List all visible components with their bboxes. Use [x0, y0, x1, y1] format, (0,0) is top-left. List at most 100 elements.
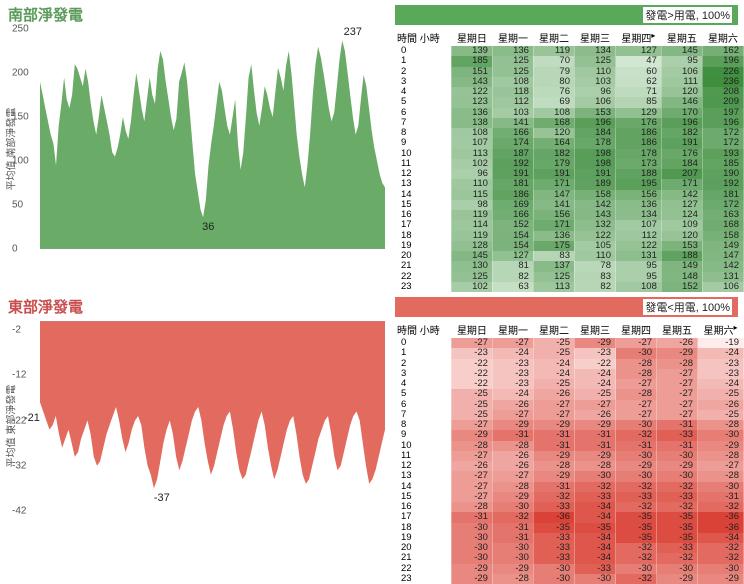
column-header[interactable]: 星期二 — [533, 321, 574, 338]
y-tick: -42 — [12, 506, 26, 517]
y-tick: -32 — [12, 460, 26, 471]
column-header[interactable]: 星期一 — [492, 321, 533, 338]
value-cell: -30 — [616, 348, 657, 358]
value-cell: -33 — [657, 430, 698, 440]
hour-cell: 17 — [395, 220, 451, 230]
value-cell: -32 — [698, 553, 744, 563]
value-cell: -29 — [451, 430, 492, 440]
value-cell: 47 — [616, 56, 662, 66]
value-cell: -33 — [533, 543, 574, 553]
table-row: 231026311382108152106 — [395, 282, 744, 292]
table-row: 9-29-31-31-31-32-33-30 — [395, 430, 744, 440]
hour-cell: 20 — [395, 543, 451, 553]
value-cell: 85 — [616, 97, 662, 107]
value-cell: 181 — [492, 179, 533, 189]
value-cell: -34 — [574, 512, 615, 522]
area-chart — [40, 29, 385, 249]
value-cell: -32 — [657, 553, 698, 563]
column-header[interactable]: 星期五 — [657, 321, 698, 338]
value-cell: -30 — [698, 430, 744, 440]
value-cell: 125 — [492, 56, 533, 66]
value-cell: -30 — [533, 564, 574, 574]
column-header[interactable]: 星期三 — [574, 321, 615, 338]
column-header[interactable]: 星期四 — [616, 321, 657, 338]
value-cell: 132 — [574, 220, 615, 230]
value-cell: -32 — [698, 543, 744, 553]
value-cell: -35 — [657, 533, 698, 543]
hour-cell: 23 — [395, 282, 451, 292]
value-cell: 95 — [661, 56, 702, 66]
hour-cell: 13 — [395, 179, 451, 189]
column-header[interactable]: 星期二 — [533, 29, 574, 46]
area-chart — [40, 321, 385, 511]
chart-annotation: -37 — [154, 492, 170, 504]
value-cell: -30 — [533, 574, 574, 584]
column-header[interactable]: 星期日 — [451, 29, 492, 46]
value-cell: -30 — [574, 574, 615, 584]
table-row: 13-27-27-29-30-30-30-28 — [395, 471, 744, 481]
table-row: 21130811377895149142 — [395, 261, 744, 271]
value-cell: 172 — [702, 138, 743, 148]
value-cell: 78 — [574, 261, 615, 271]
table-row: 13110181171189195171192 — [395, 179, 744, 189]
value-cell: -34 — [574, 553, 615, 563]
column-header[interactable]: 星期六 — [702, 29, 743, 46]
column-header[interactable]: 星期日 — [451, 321, 492, 338]
value-cell: -32 — [616, 543, 657, 553]
value-cell: -35 — [616, 533, 657, 543]
table-row: 17114152171132107109168 — [395, 220, 744, 230]
column-header[interactable]: 星期六▸ — [698, 321, 744, 338]
y-tick: 250 — [12, 24, 29, 35]
hour-cell: 13 — [395, 471, 451, 481]
value-cell: -36 — [698, 512, 744, 522]
value-cell: 108 — [616, 282, 662, 292]
table-row: 19-30-31-33-34-35-35-34 — [395, 533, 744, 543]
column-header[interactable]: 星期三 — [574, 29, 615, 46]
value-cell: 102 — [451, 282, 492, 292]
value-cell: 63 — [492, 282, 533, 292]
value-cell: -31 — [533, 430, 574, 440]
area-fill — [40, 321, 385, 488]
hour-cell: 9 — [395, 138, 451, 148]
value-cell: -25 — [451, 389, 492, 399]
value-cell: 171 — [533, 220, 574, 230]
hour-cell: 21 — [395, 261, 451, 271]
value-cell: 81 — [492, 261, 533, 271]
table-row: 51231126910685146209 — [395, 97, 744, 107]
value-cell: -36 — [533, 512, 574, 522]
value-cell: 113 — [533, 282, 574, 292]
value-cell: 168 — [702, 220, 743, 230]
hour-cell: 1 — [395, 56, 451, 66]
y-tick: 200 — [12, 68, 29, 79]
column-header[interactable]: 星期四▸ — [616, 29, 662, 46]
column-header[interactable]: 星期五 — [661, 29, 702, 46]
value-cell: -30 — [451, 553, 492, 563]
value-cell: -23 — [451, 348, 492, 358]
value-cell: -35 — [616, 512, 657, 522]
value-cell: 195 — [616, 179, 662, 189]
table-row: 5-25-24-26-25-28-27-25 — [395, 389, 744, 399]
hour-cell: 5 — [395, 97, 451, 107]
value-cell: -33 — [533, 533, 574, 543]
hour-cell: 19 — [395, 533, 451, 543]
value-cell: -34 — [574, 533, 615, 543]
value-cell: -25 — [698, 389, 744, 399]
table-row: 21-30-30-33-34-32-32-32 — [395, 553, 744, 563]
heatmap-table: 時間 小時星期日星期一星期二星期三星期四▸星期五星期六0139136119134… — [395, 29, 744, 292]
section-south: 南部淨發電發電>用電, 100%平均值 南部淨發電050100150200250… — [0, 0, 744, 292]
value-cell: -30 — [492, 553, 533, 563]
section-east: 東部淨發電發電<用電, 100%平均值 東部淨發電-42-32-22-12-2-… — [0, 292, 744, 584]
value-cell: -25 — [533, 348, 574, 358]
y-tick: 100 — [12, 156, 29, 167]
table-row: 9107174164178186191172 — [395, 138, 744, 148]
value-cell: 142 — [702, 261, 743, 271]
value-cell: -31 — [492, 430, 533, 440]
value-cell: -30 — [657, 471, 698, 481]
value-cell: -28 — [616, 389, 657, 399]
legend-label: 發電<用電, 100% — [643, 299, 732, 315]
column-header[interactable]: 星期一 — [492, 29, 533, 46]
value-cell: -32 — [616, 574, 657, 584]
value-cell: -32 — [492, 512, 533, 522]
value-cell: -32 — [616, 553, 657, 563]
value-cell: 82 — [574, 282, 615, 292]
